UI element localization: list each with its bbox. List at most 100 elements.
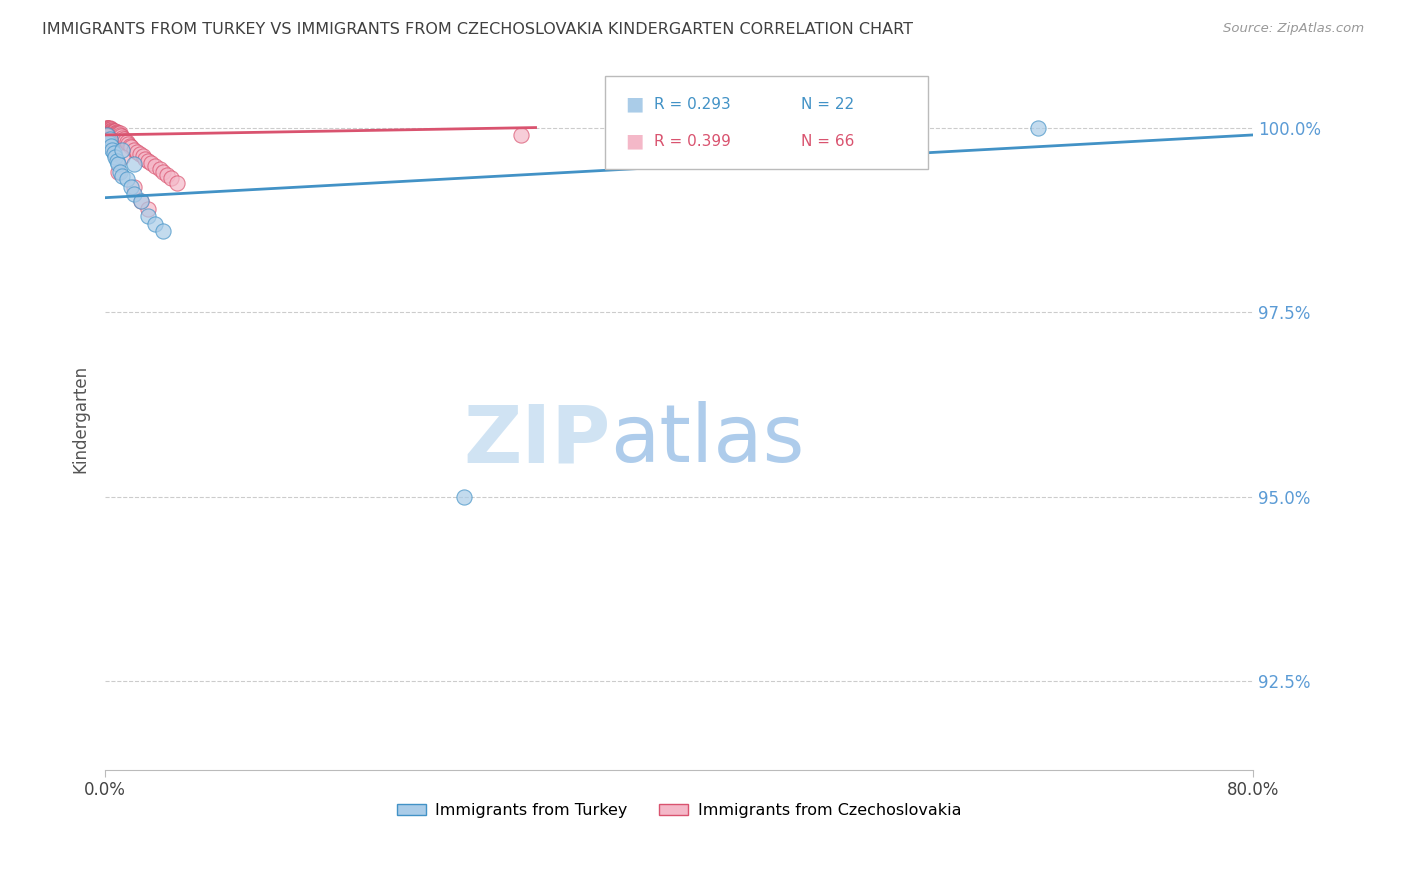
Point: [136, 153, 159, 168]
Point: [122, 157, 145, 171]
Point: [103, 127, 125, 141]
Point: [104, 150, 127, 164]
Point: [107, 165, 129, 179]
Point: [1026, 120, 1049, 135]
Text: R = 0.293: R = 0.293: [654, 96, 731, 112]
Point: [120, 179, 142, 194]
Point: [108, 165, 131, 179]
Point: [96, 129, 118, 144]
Point: [97, 122, 120, 136]
Text: N = 22: N = 22: [801, 96, 855, 112]
Point: [96, 120, 118, 135]
Point: [96, 120, 118, 135]
Point: [98, 136, 121, 150]
Text: R = 0.399: R = 0.399: [654, 134, 731, 149]
Point: [97, 136, 120, 150]
Point: [152, 165, 174, 179]
Point: [98, 122, 121, 136]
Point: [136, 202, 159, 216]
Point: [104, 126, 127, 140]
Legend: Immigrants from Turkey, Immigrants from Czechoslovakia: Immigrants from Turkey, Immigrants from …: [391, 797, 967, 825]
Point: [104, 128, 127, 142]
Point: [139, 156, 162, 170]
Point: [100, 139, 122, 153]
Y-axis label: Kindergarten: Kindergarten: [72, 365, 89, 473]
Point: [101, 123, 124, 137]
Point: [152, 224, 174, 238]
Point: [101, 125, 124, 139]
Point: [97, 133, 120, 147]
Point: [125, 145, 148, 159]
Point: [129, 194, 152, 209]
Point: [96, 128, 118, 142]
Point: [131, 149, 153, 163]
Point: [98, 120, 121, 135]
Point: [156, 168, 179, 182]
Point: [97, 120, 120, 135]
Point: [98, 136, 121, 151]
Point: [111, 143, 134, 157]
Point: [453, 490, 475, 504]
Point: [122, 143, 145, 157]
Point: [98, 131, 121, 145]
Point: [103, 125, 125, 139]
Point: [145, 217, 167, 231]
Point: [97, 122, 120, 136]
Point: [134, 152, 156, 166]
Point: [120, 140, 142, 154]
Point: [100, 123, 122, 137]
Point: [107, 157, 129, 171]
Text: ■: ■: [626, 132, 644, 151]
Text: ZIP: ZIP: [463, 401, 610, 479]
Point: [100, 126, 122, 140]
Point: [107, 126, 129, 140]
Point: [111, 131, 134, 145]
Point: [100, 124, 122, 138]
Point: [96, 124, 118, 138]
Point: [104, 124, 127, 138]
Point: [96, 128, 118, 142]
Point: [149, 161, 172, 176]
Point: [108, 127, 131, 141]
Point: [107, 127, 129, 141]
Point: [117, 136, 139, 151]
Point: [97, 123, 120, 137]
Point: [510, 128, 533, 142]
Point: [122, 179, 145, 194]
Point: [136, 209, 159, 223]
Point: [160, 171, 183, 186]
Point: [105, 127, 128, 141]
Point: [145, 159, 167, 173]
Point: [111, 169, 134, 183]
Point: [114, 134, 136, 148]
Point: [166, 176, 188, 190]
Point: [108, 128, 131, 142]
Point: [98, 122, 121, 136]
Point: [115, 172, 138, 186]
Point: [101, 143, 124, 157]
Point: [101, 127, 124, 141]
Point: [103, 123, 125, 137]
Point: [97, 131, 120, 145]
Text: N = 66: N = 66: [801, 134, 855, 149]
Point: [128, 147, 150, 161]
Point: [129, 194, 152, 209]
Point: [97, 120, 120, 135]
Text: IMMIGRANTS FROM TURKEY VS IMMIGRANTS FROM CZECHOSLOVAKIA KINDERGARTEN CORRELATIO: IMMIGRANTS FROM TURKEY VS IMMIGRANTS FRO…: [42, 22, 912, 37]
Text: ■: ■: [626, 95, 644, 113]
Point: [122, 186, 145, 201]
Point: [105, 153, 128, 168]
Point: [118, 139, 141, 153]
Point: [100, 122, 122, 136]
Point: [98, 123, 121, 137]
Point: [105, 125, 128, 139]
Point: [103, 146, 125, 161]
Point: [110, 129, 132, 144]
Point: [115, 136, 138, 150]
Point: [112, 132, 135, 146]
Text: atlas: atlas: [610, 401, 804, 479]
Text: Source: ZipAtlas.com: Source: ZipAtlas.com: [1223, 22, 1364, 36]
Point: [101, 122, 124, 136]
Point: [98, 125, 121, 139]
Point: [111, 150, 134, 164]
